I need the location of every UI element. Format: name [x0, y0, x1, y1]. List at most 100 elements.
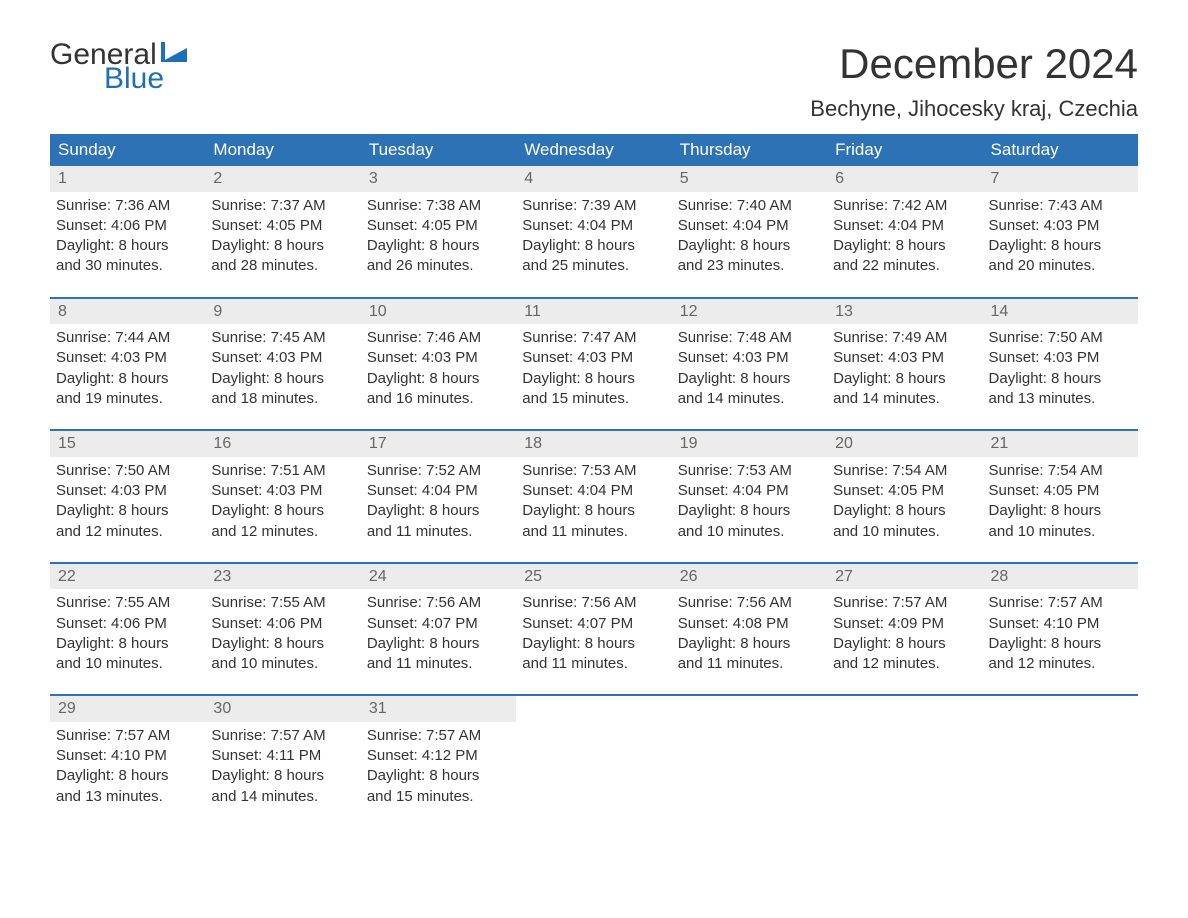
day-cell: Sunrise: 7:46 AMSunset: 4:03 PMDaylight:… — [361, 324, 516, 430]
sunset-text: Sunset: 4:05 PM — [989, 481, 1132, 501]
logo: General Blue — [50, 40, 187, 94]
sunset-text: Sunset: 4:04 PM — [678, 216, 821, 236]
weekday-header: Wednesday — [516, 134, 671, 166]
sunset-text: Sunset: 4:04 PM — [522, 481, 665, 501]
day-number: 22 — [50, 564, 205, 590]
daylight-line1: Daylight: 8 hours — [211, 634, 354, 654]
daylight-line2: and 10 minutes. — [56, 654, 199, 674]
daylight-line1: Daylight: 8 hours — [833, 369, 976, 389]
sunset-text: Sunset: 4:06 PM — [56, 216, 199, 236]
sunset-text: Sunset: 4:03 PM — [211, 481, 354, 501]
logo-text-blue: Blue — [104, 64, 187, 94]
sunset-text: Sunset: 4:08 PM — [678, 614, 821, 634]
daylight-line2: and 10 minutes. — [833, 522, 976, 542]
sunset-text: Sunset: 4:03 PM — [989, 348, 1132, 368]
daylight-line2: and 25 minutes. — [522, 256, 665, 276]
day-number-row: 891011121314 — [50, 299, 1138, 325]
day-cell: Sunrise: 7:57 AMSunset: 4:12 PMDaylight:… — [361, 722, 516, 827]
sunrise-text: Sunrise: 7:54 AM — [989, 461, 1132, 481]
day-number: 7 — [983, 166, 1138, 192]
daylight-line2: and 30 minutes. — [56, 256, 199, 276]
day-number: 4 — [516, 166, 671, 192]
day-number — [672, 696, 827, 722]
sunrise-text: Sunrise: 7:57 AM — [833, 593, 976, 613]
sunset-text: Sunset: 4:03 PM — [522, 348, 665, 368]
daylight-line2: and 28 minutes. — [211, 256, 354, 276]
weekday-header: Tuesday — [361, 134, 516, 166]
sunrise-text: Sunrise: 7:57 AM — [56, 726, 199, 746]
sunrise-text: Sunrise: 7:42 AM — [833, 196, 976, 216]
weekday-header: Thursday — [672, 134, 827, 166]
daylight-line1: Daylight: 8 hours — [833, 236, 976, 256]
day-number-row: 15161718192021 — [50, 431, 1138, 457]
weekday-header: Friday — [827, 134, 982, 166]
daylight-line2: and 16 minutes. — [367, 389, 510, 409]
daylight-line1: Daylight: 8 hours — [522, 501, 665, 521]
day-number: 14 — [983, 299, 1138, 325]
day-cell: Sunrise: 7:38 AMSunset: 4:05 PMDaylight:… — [361, 192, 516, 298]
sunset-text: Sunset: 4:03 PM — [833, 348, 976, 368]
sunrise-text: Sunrise: 7:37 AM — [211, 196, 354, 216]
day-cell: Sunrise: 7:54 AMSunset: 4:05 PMDaylight:… — [983, 457, 1138, 563]
sunset-text: Sunset: 4:04 PM — [367, 481, 510, 501]
sunrise-text: Sunrise: 7:40 AM — [678, 196, 821, 216]
sunrise-text: Sunrise: 7:49 AM — [833, 328, 976, 348]
day-number: 10 — [361, 299, 516, 325]
day-number: 21 — [983, 431, 1138, 457]
day-cell: Sunrise: 7:44 AMSunset: 4:03 PMDaylight:… — [50, 324, 205, 430]
calendar-body: 1234567Sunrise: 7:36 AMSunset: 4:06 PMDa… — [50, 166, 1138, 827]
sunset-text: Sunset: 4:09 PM — [833, 614, 976, 634]
daylight-line2: and 23 minutes. — [678, 256, 821, 276]
day-cell: Sunrise: 7:48 AMSunset: 4:03 PMDaylight:… — [672, 324, 827, 430]
sunrise-text: Sunrise: 7:55 AM — [56, 593, 199, 613]
day-cell: Sunrise: 7:43 AMSunset: 4:03 PMDaylight:… — [983, 192, 1138, 298]
sunrise-text: Sunrise: 7:56 AM — [367, 593, 510, 613]
day-cell: Sunrise: 7:36 AMSunset: 4:06 PMDaylight:… — [50, 192, 205, 298]
day-cell: Sunrise: 7:50 AMSunset: 4:03 PMDaylight:… — [50, 457, 205, 563]
calendar-table: Sunday Monday Tuesday Wednesday Thursday… — [50, 134, 1138, 827]
sunset-text: Sunset: 4:03 PM — [367, 348, 510, 368]
sunset-text: Sunset: 4:03 PM — [56, 348, 199, 368]
daylight-line1: Daylight: 8 hours — [678, 501, 821, 521]
day-number — [983, 696, 1138, 722]
day-cell: Sunrise: 7:51 AMSunset: 4:03 PMDaylight:… — [205, 457, 360, 563]
daylight-line2: and 10 minutes. — [211, 654, 354, 674]
daylight-line1: Daylight: 8 hours — [56, 236, 199, 256]
sunset-text: Sunset: 4:04 PM — [833, 216, 976, 236]
weekday-header: Sunday — [50, 134, 205, 166]
daylight-line2: and 19 minutes. — [56, 389, 199, 409]
day-number: 27 — [827, 564, 982, 590]
sunset-text: Sunset: 4:03 PM — [56, 481, 199, 501]
day-cell — [672, 722, 827, 827]
daylight-line1: Daylight: 8 hours — [211, 369, 354, 389]
day-cell: Sunrise: 7:50 AMSunset: 4:03 PMDaylight:… — [983, 324, 1138, 430]
flag-icon — [161, 42, 187, 62]
daylight-line2: and 11 minutes. — [678, 654, 821, 674]
daylight-line1: Daylight: 8 hours — [211, 501, 354, 521]
sunset-text: Sunset: 4:07 PM — [522, 614, 665, 634]
sunset-text: Sunset: 4:03 PM — [678, 348, 821, 368]
daylight-line1: Daylight: 8 hours — [367, 766, 510, 786]
sunrise-text: Sunrise: 7:52 AM — [367, 461, 510, 481]
sunrise-text: Sunrise: 7:44 AM — [56, 328, 199, 348]
daylight-line1: Daylight: 8 hours — [678, 236, 821, 256]
sunset-text: Sunset: 4:10 PM — [56, 746, 199, 766]
daylight-line2: and 14 minutes. — [211, 787, 354, 807]
daylight-line2: and 10 minutes. — [678, 522, 821, 542]
day-cell — [983, 722, 1138, 827]
day-content-row: Sunrise: 7:55 AM Sunset: 4:06 PMDaylight:… — [50, 589, 1138, 695]
sunset-text: Sunset: 4:06 PM — [211, 614, 354, 634]
title-block: December 2024 Bechyne, Jihocesky kraj, C… — [810, 40, 1138, 122]
day-number-row: 1234567 — [50, 166, 1138, 192]
sunrise-text: Sunrise: 7:50 AM — [989, 328, 1132, 348]
daylight-line1: Daylight: 8 hours — [211, 236, 354, 256]
day-number: 25 — [516, 564, 671, 590]
daylight-line1: Daylight: 8 hours — [367, 369, 510, 389]
day-cell: Sunrise: 7:37 AMSunset: 4:05 PMDaylight:… — [205, 192, 360, 298]
day-number: 17 — [361, 431, 516, 457]
page-title: December 2024 — [810, 40, 1138, 88]
sunrise-text: Sunrise: 7:53 AM — [522, 461, 665, 481]
daylight-line1: Daylight: 8 hours — [833, 501, 976, 521]
daylight-line2: and 12 minutes. — [833, 654, 976, 674]
day-number: 31 — [361, 696, 516, 722]
